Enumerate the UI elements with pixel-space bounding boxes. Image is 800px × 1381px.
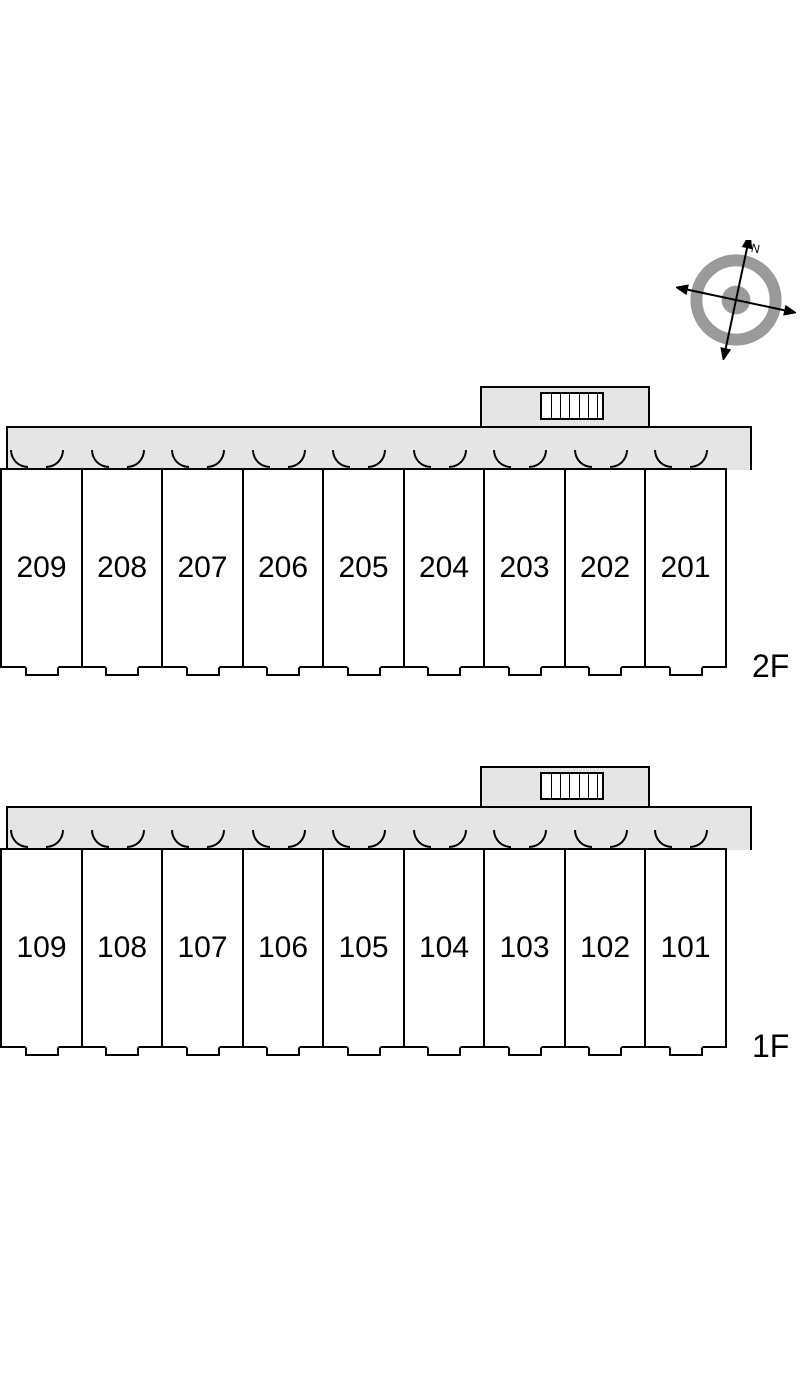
window-notch xyxy=(266,666,300,676)
unit-206: 206 xyxy=(242,468,325,668)
unit-203: 203 xyxy=(483,468,566,668)
floor-1F: 1091081071061051041031021011F xyxy=(0,750,760,1090)
stair-icon xyxy=(540,772,604,800)
floor-label-1F: 1F xyxy=(752,1028,789,1065)
floor-label-2F: 2F xyxy=(752,648,789,685)
window-notch xyxy=(347,1046,381,1056)
unit-107: 107 xyxy=(161,848,244,1048)
unit-103: 103 xyxy=(483,848,566,1048)
floor-2F: 2092082072062052042032022012F xyxy=(0,370,760,710)
window-notch xyxy=(25,666,59,676)
window-notch xyxy=(588,666,622,676)
unit-207: 207 xyxy=(161,468,244,668)
window-notch xyxy=(105,666,139,676)
window-notch xyxy=(105,1046,139,1056)
unit-204: 204 xyxy=(403,468,486,668)
window-notch xyxy=(186,1046,220,1056)
window-notch xyxy=(669,666,703,676)
window-notch xyxy=(266,1046,300,1056)
unit-208: 208 xyxy=(81,468,164,668)
compass: N xyxy=(676,240,796,360)
window-notch xyxy=(588,1046,622,1056)
window-notch xyxy=(347,666,381,676)
window-notch xyxy=(508,666,542,676)
floor-plan-canvas: N 2092082072062052042032022012F109108107… xyxy=(0,0,800,1381)
units-row: 109108107106105104103102101 xyxy=(0,848,727,1048)
unit-109: 109 xyxy=(0,848,83,1048)
unit-106: 106 xyxy=(242,848,325,1048)
unit-104: 104 xyxy=(403,848,486,1048)
unit-201: 201 xyxy=(644,468,727,668)
svg-text:N: N xyxy=(750,241,761,256)
window-notch xyxy=(25,1046,59,1056)
window-notch xyxy=(427,666,461,676)
window-notch xyxy=(427,1046,461,1056)
units-row: 209208207206205204203202201 xyxy=(0,468,727,668)
unit-202: 202 xyxy=(564,468,647,668)
unit-205: 205 xyxy=(322,468,405,668)
unit-105: 105 xyxy=(322,848,405,1048)
window-notch xyxy=(186,666,220,676)
window-notch xyxy=(508,1046,542,1056)
stair-icon xyxy=(540,392,604,420)
unit-209: 209 xyxy=(0,468,83,668)
window-notch xyxy=(669,1046,703,1056)
unit-102: 102 xyxy=(564,848,647,1048)
unit-108: 108 xyxy=(81,848,164,1048)
unit-101: 101 xyxy=(644,848,727,1048)
